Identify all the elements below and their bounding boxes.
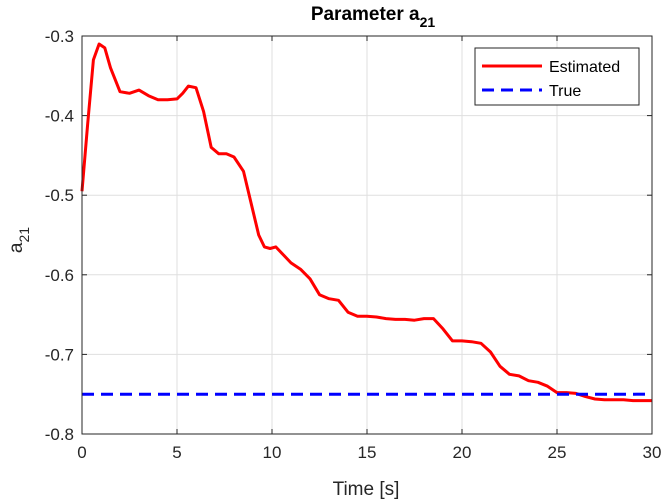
chart-title-subscript: 21 — [420, 14, 436, 30]
y-tick-label: -0.8 — [45, 425, 74, 444]
series-group — [80, 42, 652, 403]
y-tick-label: -0.5 — [45, 186, 74, 205]
legend-label-estimated: Estimated — [549, 59, 620, 76]
y-axis-label-subscript: 21 — [16, 227, 32, 243]
legend-box — [474, 47, 640, 106]
legend-label-true: True — [549, 83, 581, 100]
ticks — [81, 35, 653, 435]
tick-labels: 0 5 10 15 20 25 30 -0.3 -0.4 -0.5 -0.6 -0.7 -0.8 — [45, 27, 662, 462]
legend: Estimated True — [474, 47, 640, 106]
y-tick-label: -0.3 — [45, 27, 74, 46]
x-axis-label: Time [s] — [333, 479, 400, 500]
y-axis-label: a21 — [6, 227, 32, 253]
chart-title: Parameter a21 — [311, 4, 436, 30]
y-tick-label: -0.4 — [45, 107, 74, 126]
chart-title-main: Parameter a — [311, 4, 420, 25]
x-tick-label: 5 — [172, 443, 181, 462]
x-tick-label: 30 — [643, 443, 662, 462]
y-tick-label: -0.7 — [45, 345, 74, 364]
x-tick-label: 0 — [77, 443, 86, 462]
x-tick-label: 15 — [358, 443, 377, 462]
x-tick-label: 10 — [263, 443, 282, 462]
x-tick-label: 25 — [548, 443, 567, 462]
y-axis-label-main: a — [6, 242, 27, 253]
x-tick-label: 20 — [453, 443, 472, 462]
series-line-estimated — [80, 42, 652, 403]
y-tick-label: -0.6 — [45, 266, 74, 285]
